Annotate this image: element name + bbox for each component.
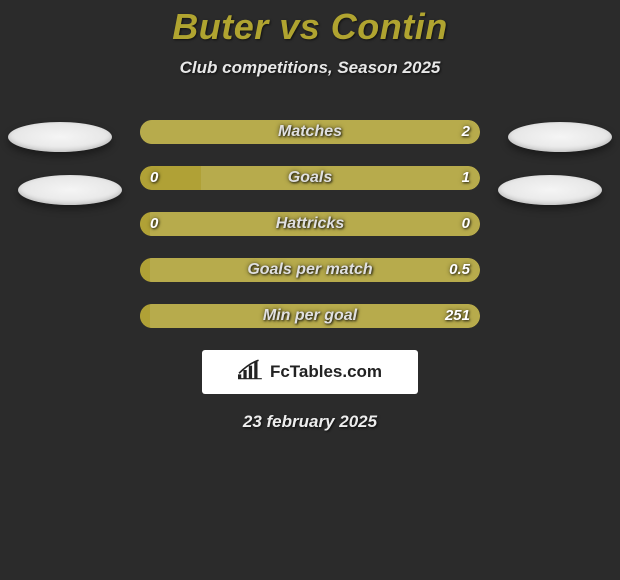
bar-fill-right bbox=[150, 258, 480, 282]
player-left-marker-1 bbox=[8, 122, 112, 152]
player-right-marker-2 bbox=[498, 175, 602, 205]
source-logo-box: FcTables.com bbox=[202, 350, 418, 394]
stat-row-goals-per-match: 0.5 Goals per match bbox=[140, 258, 480, 282]
stat-value-right: 2 bbox=[452, 120, 480, 144]
stat-value-right: 0.5 bbox=[439, 258, 480, 282]
stats-bars: 2 Matches 0 1 Goals 0 0 Hattricks 0.5 Go… bbox=[140, 120, 480, 328]
player-right-marker-1 bbox=[508, 122, 612, 152]
source-logo-text: FcTables.com bbox=[270, 362, 382, 382]
comparison-card: Buter vs Contin Club competitions, Seaso… bbox=[0, 0, 620, 580]
stat-value-left bbox=[140, 120, 160, 144]
stat-row-matches: 2 Matches bbox=[140, 120, 480, 144]
stat-value-left: 0 bbox=[140, 212, 168, 236]
stat-value-right: 1 bbox=[452, 166, 480, 190]
footer-date: 23 february 2025 bbox=[0, 412, 620, 432]
bar-chart-icon bbox=[238, 359, 264, 386]
stat-value-right: 251 bbox=[435, 304, 480, 328]
player-left-marker-2 bbox=[18, 175, 122, 205]
bar-fill-right bbox=[201, 166, 480, 190]
page-subtitle: Club competitions, Season 2025 bbox=[0, 58, 620, 78]
bar-fill-right bbox=[150, 212, 480, 236]
stat-value-left: 0 bbox=[140, 166, 168, 190]
bar-fill-right bbox=[150, 304, 480, 328]
stat-row-goals: 0 1 Goals bbox=[140, 166, 480, 190]
stat-value-right: 0 bbox=[452, 212, 480, 236]
stat-row-hattricks: 0 0 Hattricks bbox=[140, 212, 480, 236]
stat-value-left bbox=[140, 258, 160, 282]
page-title: Buter vs Contin bbox=[0, 6, 620, 48]
stat-value-left bbox=[140, 304, 160, 328]
bar-fill-right bbox=[140, 120, 480, 144]
stat-row-min-per-goal: 251 Min per goal bbox=[140, 304, 480, 328]
